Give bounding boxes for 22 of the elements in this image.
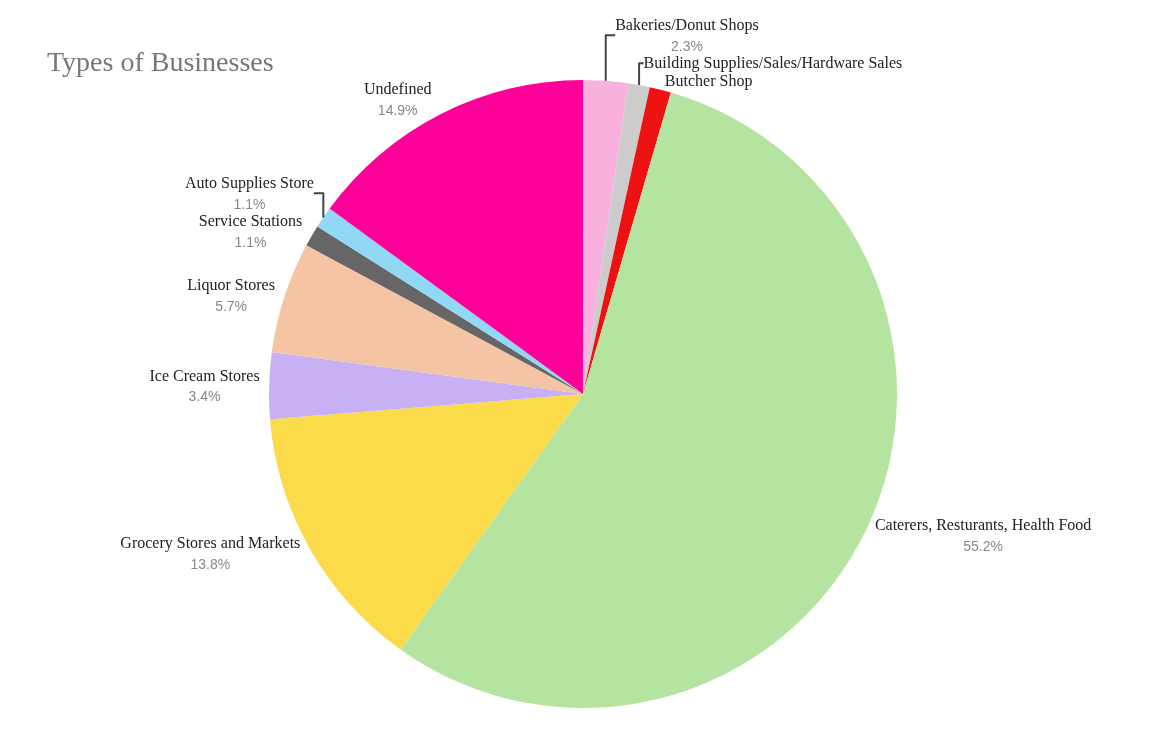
pie-slice [583, 80, 629, 394]
data-label: 14.9% [377, 101, 418, 118]
slice-label: Undefined [363, 80, 432, 98]
slice-label: Building Supplies/Sales/Hardware Sales [643, 54, 903, 73]
slice-label: Service Stations [198, 212, 303, 230]
data-label: 1.1% [234, 233, 267, 250]
data-label: 13.8% [190, 556, 231, 573]
slice-label: Ice Cream Stores [149, 366, 260, 384]
pie-slice [583, 83, 650, 394]
data-label: 2.3% [671, 38, 703, 55]
slice-label: Auto Supplies Store [185, 174, 314, 193]
data-label: 3.4% [188, 388, 221, 405]
pie-slice [329, 80, 583, 394]
slice-label: Liquor Stores [187, 276, 275, 295]
data-label: 55.2% [963, 537, 1003, 554]
data-label: 1.1% [233, 196, 266, 213]
data-label: 5.7% [215, 298, 248, 315]
text: Types of Businesses [46, 46, 274, 78]
slice-label: Grocery Stores and Markets [120, 534, 301, 553]
slice-label: Caterers, Resturants, Health Food [874, 515, 1092, 533]
slice-label: Butcher Shop [664, 72, 753, 91]
slice-label: Bakeries/Donut Shops [615, 16, 759, 35]
